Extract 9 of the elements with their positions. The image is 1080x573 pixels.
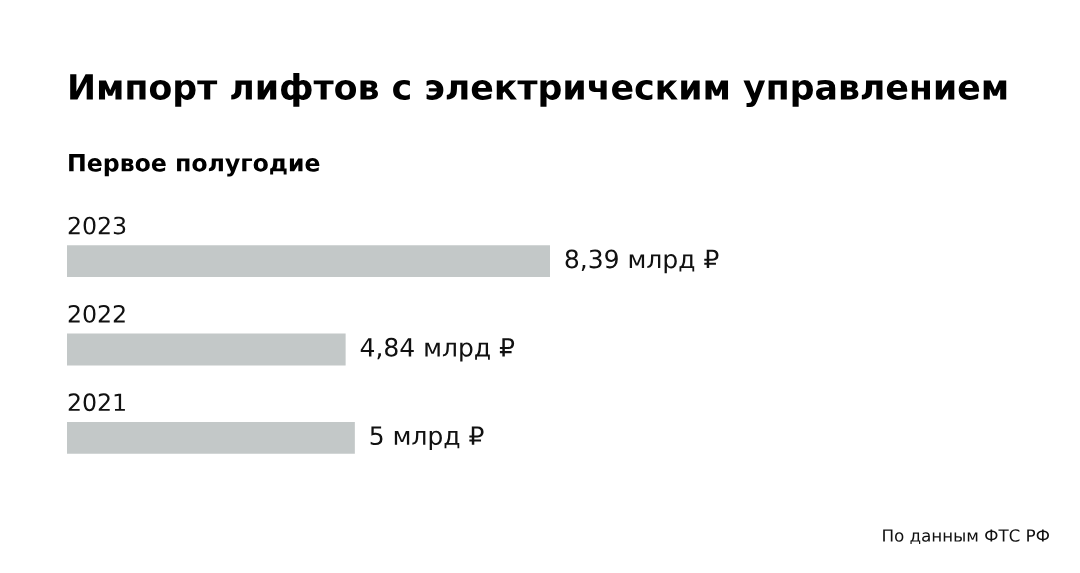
text: По данным ФТС РФ [883,529,1050,544]
y-tick-label: 2021 [68,393,125,412]
y-tick-label: 2023 [68,216,126,235]
data-label: 4,84 млрд ₽ [360,337,515,362]
data-label: 8,39 млрд ₽ [565,249,719,274]
y-tick-label: 2022 [68,304,125,323]
chart-title: Импорт лифтов с электрическим управлением [70,73,1007,107]
data-label: 5 млрд ₽ [370,426,484,450]
chart-subtitle: Первое полугодие [69,154,320,177]
